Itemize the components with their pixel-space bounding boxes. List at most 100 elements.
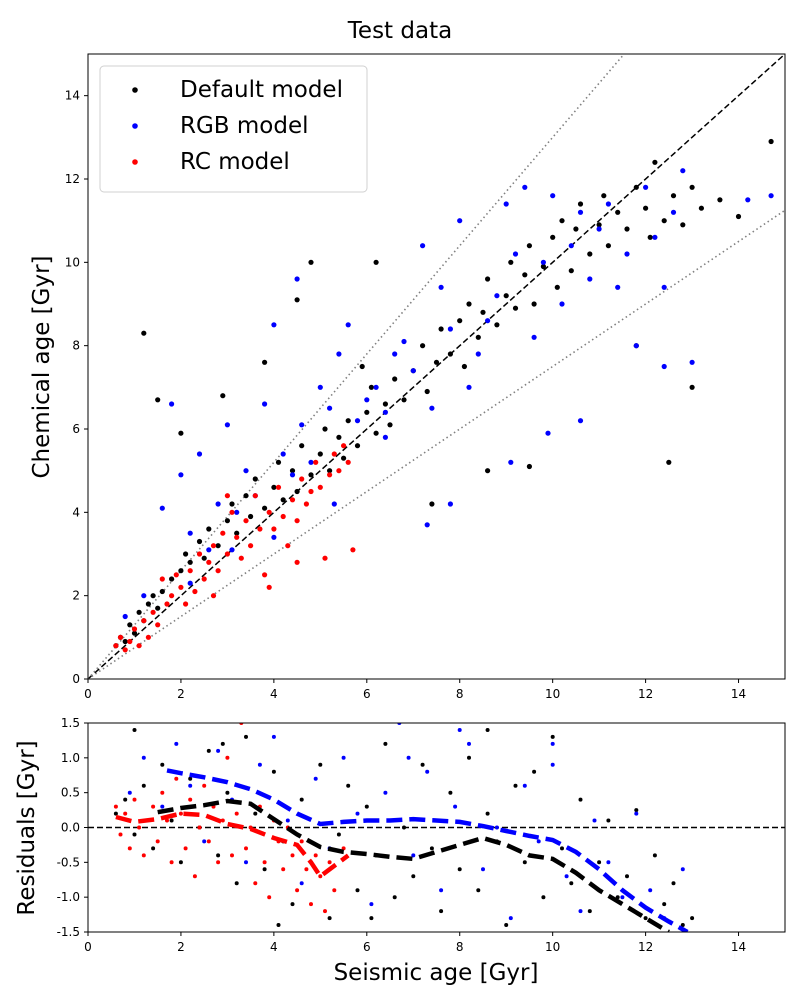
bottom-running-mean-rgb-model: [166, 768, 689, 932]
top-point-rgb-model: [243, 468, 249, 474]
bottom-point-rgb-model: [369, 902, 374, 907]
bottom-point-rc-model: [169, 860, 174, 865]
top-point-rc-model: [183, 601, 189, 607]
top-point-default-model: [336, 434, 342, 440]
top-point-rgb-model: [447, 326, 453, 332]
bottom-point-default-model: [597, 860, 602, 865]
top-point-default-model: [768, 138, 774, 145]
top-point-default-model: [155, 397, 161, 403]
bottom-point-default-model: [327, 916, 332, 921]
bottom-point-rc-model: [295, 888, 300, 893]
top-point-default-model: [145, 601, 151, 607]
top-point-rgb-model: [633, 343, 639, 349]
bottom-point-rc-model: [151, 804, 156, 809]
top-point-default-model: [457, 318, 463, 324]
top-x-tick-label: 6: [363, 687, 371, 701]
top-point-default-model: [666, 459, 672, 465]
top-point-rgb-model: [429, 405, 435, 411]
bottom-point-default-model: [680, 923, 685, 927]
top-y-tick-label: 8: [72, 339, 80, 353]
top-x-tick-label: 2: [177, 687, 185, 701]
top-y-tick-label: 12: [65, 172, 80, 186]
bottom-x-tick-label: 0: [84, 940, 92, 954]
top-point-rgb-model: [187, 580, 193, 586]
top-point-rgb-model: [382, 409, 388, 415]
top-point-rc-model: [331, 451, 337, 457]
bottom-point-rgb-model: [425, 769, 430, 774]
bottom-point-rgb-model: [202, 839, 207, 844]
top-point-rc-model: [210, 543, 217, 549]
top-plot-area: [88, 54, 785, 679]
top-point-rgb-model: [670, 209, 677, 215]
bottom-point-rc-model: [299, 839, 304, 844]
top-point-rc-model: [248, 543, 254, 549]
bottom-point-default-model: [346, 783, 351, 788]
top-point-default-model: [224, 518, 230, 524]
bottom-panel: 0 2 4 6 8 10 12 14 -1.5 -1.0 -0.5 0.0 0.5 1.0 1.5: [57, 716, 786, 954]
top-point-rgb-model: [299, 422, 305, 428]
top-y-tick-label: 0: [72, 672, 80, 686]
top-point-rgb-model: [401, 338, 407, 345]
bottom-x-tick-label: 4: [270, 940, 278, 954]
top-point-rgb-model: [345, 322, 351, 328]
bottom-y-tick-label: 1.5: [61, 716, 80, 730]
top-point-default-model: [420, 343, 426, 349]
top-point-default-model: [317, 451, 323, 457]
top-point-rc-model: [303, 501, 309, 507]
top-point-rgb-model: [317, 384, 323, 390]
bottom-point-default-model: [392, 895, 397, 900]
top-point-rgb-model: [196, 451, 203, 457]
top-point-default-model: [550, 234, 556, 240]
bottom-point-default-model: [141, 783, 146, 788]
top-point-rgb-model: [331, 501, 337, 507]
bottom-point-default-model: [634, 808, 639, 813]
top-point-rgb-model: [336, 351, 342, 357]
bottom-point-rgb-model: [341, 755, 346, 760]
bottom-point-rc-model: [244, 846, 248, 851]
bottom-point-default-model: [476, 888, 481, 893]
bottom-y-tick-label: 1.0: [61, 751, 80, 765]
bottom-point-rc-model: [327, 860, 332, 865]
top-point-rc-model: [196, 551, 203, 557]
top-point-rgb-model: [587, 276, 593, 282]
top-reference-line-lower-envelope: [88, 209, 785, 679]
bottom-point-rc-model: [262, 860, 267, 865]
bottom-point-default-model: [299, 797, 304, 802]
top-point-rgb-model: [187, 530, 193, 536]
bottom-point-rc-model: [178, 811, 183, 816]
top-point-default-model: [438, 326, 444, 332]
bottom-point-default-model: [671, 881, 676, 886]
legend-label-default-model: Default model: [180, 77, 343, 103]
top-point-default-model: [122, 638, 128, 645]
top-point-default-model: [540, 263, 547, 270]
bottom-point-rgb-model: [467, 741, 471, 746]
top-point-default-model: [652, 159, 658, 165]
top-point-default-model: [577, 201, 584, 207]
top-point-default-model: [512, 305, 519, 311]
bottom-point-default-model: [485, 811, 490, 816]
top-point-default-model: [503, 293, 509, 299]
bottom-point-default-model: [169, 818, 174, 823]
bottom-point-rgb-model: [216, 748, 221, 753]
bottom-x-tick-label: 2: [177, 940, 185, 954]
top-point-rgb-model: [512, 251, 519, 257]
bottom-point-rgb-model: [355, 811, 360, 816]
top-point-default-model: [159, 588, 165, 595]
top-point-default-model: [387, 422, 393, 428]
legend-marker-default-model: [132, 87, 138, 93]
bottom-x-tick-label: 14: [731, 940, 746, 954]
bottom-point-default-model: [411, 874, 416, 879]
top-point-rgb-model: [768, 193, 774, 199]
top-point-rgb-model: [503, 201, 509, 207]
bottom-point-rgb-model: [522, 783, 527, 788]
top-point-rgb-model: [508, 459, 514, 465]
bottom-point-default-model: [513, 783, 518, 788]
legend-label-rgb-model: RGB model: [180, 113, 309, 139]
top-point-default-model: [299, 443, 305, 449]
bottom-point-rgb-model: [127, 790, 132, 795]
bottom-point-rc-model: [113, 804, 118, 809]
top-point-rc-model: [113, 643, 119, 649]
bottom-point-rc-model: [197, 825, 202, 830]
top-point-default-model: [508, 259, 514, 265]
top-point-default-model: [368, 384, 374, 390]
